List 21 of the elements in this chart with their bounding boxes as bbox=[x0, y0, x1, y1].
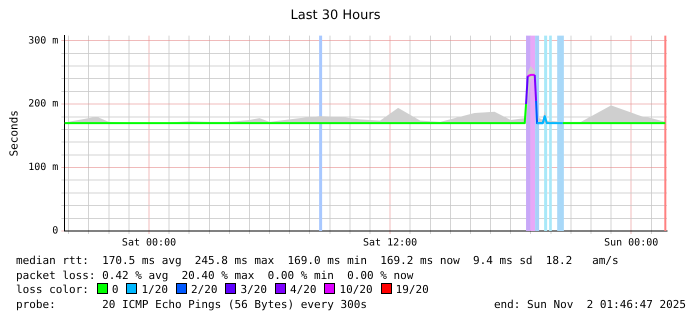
legend-label: 4/20 bbox=[290, 283, 316, 296]
chart-title: Last 30 Hours bbox=[290, 8, 381, 24]
text: packet loss: 0.42 % avg 20.40 % max 0.00 % min 0.00 % now bbox=[16, 268, 414, 284]
text: median rtt: 170.5 ms avg 245.8 ms max 169.0 ms min 169.2 ms now 9.4 ms sd 18.2 am/s bbox=[16, 254, 620, 269]
legend-label: 0 bbox=[112, 283, 118, 296]
legend-label: 10/20 bbox=[339, 283, 373, 296]
legend-label: 3/20 bbox=[240, 283, 267, 296]
y-tick-label: 0 bbox=[52, 226, 58, 237]
y-tick-label: 100 m bbox=[28, 162, 58, 174]
legend-label: 19/20 bbox=[396, 283, 429, 296]
text: end: Sun Nov 2 01:46:47 2025 bbox=[494, 298, 686, 312]
y-axis-title: Seconds bbox=[7, 110, 20, 156]
text: probe: 20 ICMP Echo Pings (56 Bytes) every 300s bbox=[16, 298, 367, 312]
legend-label: 2/20 bbox=[190, 283, 218, 296]
x-tick-label: Sat 12:00 bbox=[363, 238, 418, 249]
x-tick-label: Sat 00:00 bbox=[122, 238, 176, 249]
x-tick-label: Sun 00:00 bbox=[604, 238, 658, 249]
y-tick-label: 300 m bbox=[28, 35, 58, 46]
y-tick-label: 200 m bbox=[28, 98, 58, 110]
legend-label: 1/20 bbox=[141, 283, 168, 296]
legend-title: loss color: bbox=[16, 283, 89, 296]
